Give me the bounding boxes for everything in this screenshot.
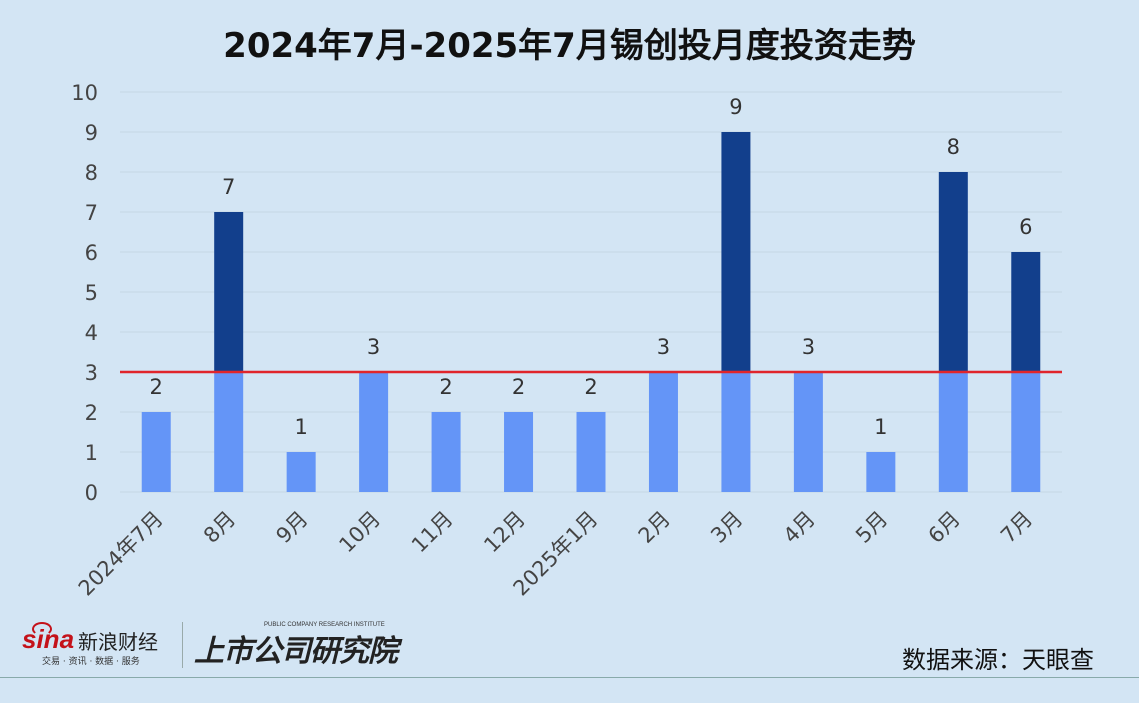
data-label: 8 [947,135,960,159]
footer-logos: sina 新浪财经 交易 · 资讯 · 数据 · 服务 PUBLIC COMPA… [22,622,422,670]
bar-lower-segment [793,372,823,492]
x-tick-label: 3月 [706,507,747,548]
research-institute-en: PUBLIC COMPANY RESEARCH INSTITUTE [264,622,385,628]
y-tick-label: 2 [85,401,98,425]
research-institute-logo: 上市公司研究院 [194,634,398,669]
x-tick-label: 12月 [479,507,530,558]
bar-upper-segment [214,212,244,372]
y-tick-label: 7 [85,201,98,225]
bar-lower-segment [286,452,316,492]
data-label: 1 [874,415,887,439]
data-label: 7 [222,175,235,199]
bar-lower-segment [214,372,244,492]
y-tick-label: 4 [85,321,98,345]
x-tick-label: 6月 [924,507,965,548]
data-label: 6 [1019,215,1032,239]
y-tick-label: 3 [85,361,98,385]
data-label: 2 [584,375,597,399]
x-tick-label: 10月 [334,507,385,558]
x-tick-label: 2月 [634,507,675,548]
bar-lower-segment [1011,372,1041,492]
x-tick-label: 4月 [779,507,820,548]
sina-logo: sina [22,624,75,654]
data-source: 数据来源：天眼查 [902,646,1094,674]
bar-lower-segment [576,412,606,492]
bottom-divider [0,677,1139,678]
bars [141,132,1041,492]
y-tick-label: 5 [85,281,98,305]
sina-finance-name: 新浪财经 [78,630,158,654]
data-label: 2 [512,375,525,399]
data-labels: 2 7 1 3 2 2 2 3 9 3 1 8 6 [150,95,1033,439]
y-tick-label: 0 [85,481,98,505]
sina-eye-icon [32,622,52,636]
x-tick-label: 7月 [996,507,1037,548]
y-tick-label: 10 [71,81,98,105]
bar-lower-segment [938,372,968,492]
bar-lower-segment [721,372,751,492]
data-label: 3 [657,335,670,359]
bar-lower-segment [431,412,461,492]
bar-upper-segment [938,172,968,372]
data-label: 2 [150,375,163,399]
data-label: 3 [802,335,815,359]
y-tick-label: 6 [85,241,98,265]
x-tick-label: 9月 [271,507,312,548]
data-label: 1 [294,415,307,439]
x-tick-label: 2024年7月 [74,507,168,601]
y-tick-label: 8 [85,161,98,185]
bar-upper-segment [721,132,751,372]
y-tick-label: 9 [85,121,98,145]
sina-tagline: 交易 · 资讯 · 数据 · 服务 [42,657,140,667]
bar-lower-segment [866,452,896,492]
x-tick-label: 8月 [199,507,240,548]
x-tick-label: 11月 [407,507,458,558]
bar-lower-segment [504,412,534,492]
data-label: 3 [367,335,380,359]
data-label: 9 [729,95,742,119]
chart-title: 2024年7月-2025年7月锡创投月度投资走势 [223,26,916,66]
y-axis-ticks: 0 1 2 3 4 5 6 7 8 9 10 [71,81,98,505]
x-tick-label: 5月 [851,507,892,548]
bar-lower-segment [141,412,171,492]
bar-lower-segment [648,372,678,492]
bar-lower-segment [359,372,389,492]
data-label: 2 [439,375,452,399]
logo-divider [182,622,183,668]
y-tick-label: 1 [85,441,98,465]
bar-upper-segment [1011,252,1041,372]
